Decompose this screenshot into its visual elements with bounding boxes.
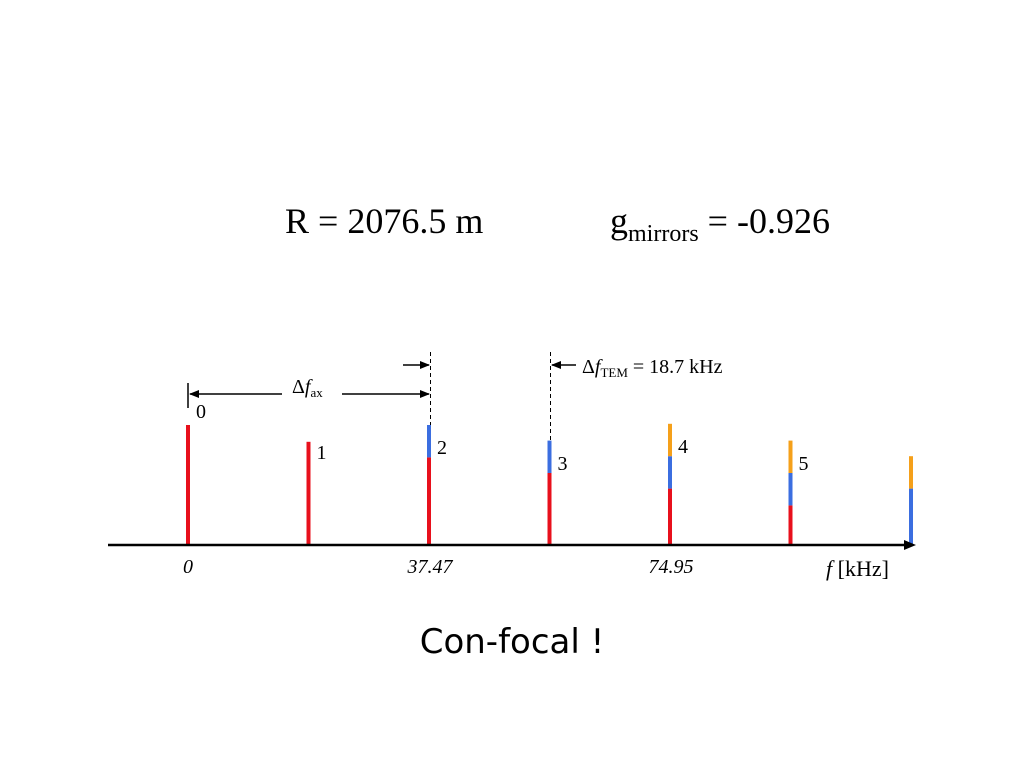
mode-number-3: 3 [557, 452, 568, 475]
radius-of-curvature-label: R = 2076.5 m [285, 201, 484, 241]
mode-3-blue-segment [547, 440, 552, 473]
mode-number-1: 1 [316, 441, 327, 464]
mode-4-red-segment [668, 488, 672, 545]
mode-4-orange-segment [668, 423, 672, 457]
mode-2-red-segment [427, 457, 431, 545]
mode-6-blue-segment [909, 488, 913, 545]
mode-5-orange-segment [788, 440, 793, 473]
mode-3-red-segment [547, 473, 552, 545]
tick-label-0: 0 [183, 556, 193, 578]
frequency-axis-arrowhead [904, 540, 916, 550]
g-value: = -0.926 [698, 201, 830, 241]
mode-4-blue-segment [668, 456, 672, 489]
delta-f-ax-label: Δfax [292, 376, 323, 400]
mode-6-orange-segment [909, 456, 913, 489]
mode-number-0: 0 [196, 401, 206, 423]
mode-1-red-segment [306, 441, 311, 545]
g-mirrors-label: gmirrors = -0.926 [610, 200, 830, 248]
mode-5-blue-segment [788, 473, 793, 506]
mode-5-red-segment [788, 505, 793, 545]
delta-f-tem-label: ΔfTEM = 18.7 kHz [582, 356, 723, 380]
mode-number-5: 5 [798, 452, 809, 475]
mode-0-red-segment [186, 425, 190, 545]
mode-number-4: 4 [678, 435, 688, 458]
mode-number-2: 2 [437, 437, 447, 459]
mode-bars [186, 423, 913, 545]
mode-2-blue-segment [427, 425, 431, 458]
tick-label-74-95: 74.95 [648, 556, 694, 578]
tick-label-37-47: 37.47 [407, 556, 453, 578]
frequency-axis-label: f [kHz] [826, 556, 889, 581]
g-subscript: mirrors [628, 221, 699, 247]
g-symbol: g [610, 201, 628, 241]
confocal-caption: Con-focal ! [419, 622, 605, 662]
